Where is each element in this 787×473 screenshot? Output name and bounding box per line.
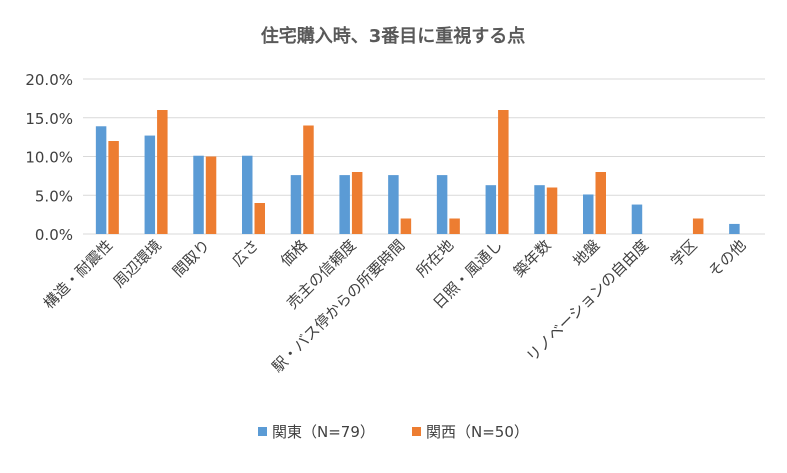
bar-kanto bbox=[631, 204, 643, 234]
bar-kanto bbox=[193, 155, 204, 234]
bar-kansai bbox=[692, 218, 704, 234]
x-tick-label: 周辺環境 bbox=[110, 236, 165, 291]
bar-kansai bbox=[157, 110, 168, 234]
bar-kanto bbox=[339, 175, 350, 234]
bar-kanto bbox=[583, 194, 594, 234]
x-tick-label: その他 bbox=[705, 236, 750, 281]
bar-kanto bbox=[436, 175, 448, 234]
y-tick-label: 20.0% bbox=[25, 71, 73, 89]
bar-kansai bbox=[400, 218, 412, 234]
bar-kanto bbox=[729, 223, 740, 234]
x-tick-label: 所在地 bbox=[413, 236, 458, 281]
y-tick-label: 5.0% bbox=[35, 187, 73, 205]
bar-kansai bbox=[595, 172, 606, 234]
y-axis: 0.0% 5.0% 10.0% 15.0% 20.0% bbox=[25, 71, 73, 244]
bar-kanto bbox=[290, 175, 302, 234]
y-tick-label: 15.0% bbox=[25, 110, 73, 128]
bar-kansai bbox=[351, 172, 363, 234]
bar-kanto bbox=[95, 126, 107, 234]
x-tick-label: 広さ bbox=[228, 236, 262, 270]
bar-kanto bbox=[242, 155, 253, 234]
gridlines bbox=[83, 78, 765, 235]
bar-kanto bbox=[485, 185, 497, 234]
legend: 関東（N=79） 関西（N=50） bbox=[258, 423, 529, 441]
legend-label: 関東（N=79） bbox=[272, 423, 375, 441]
x-tick-label: 構造・耐震性 bbox=[40, 236, 116, 312]
bar-kansai bbox=[546, 187, 558, 234]
bar-kansai bbox=[254, 203, 265, 234]
bar-kanto bbox=[144, 135, 156, 234]
bar-kansai bbox=[498, 110, 509, 234]
y-tick-label: 0.0% bbox=[35, 226, 73, 244]
legend-label: 関西（N=50） bbox=[426, 423, 529, 441]
bar-kanto bbox=[534, 185, 545, 234]
legend-swatch bbox=[412, 427, 421, 436]
chart-title: 住宅購入時、3番目に重視する点 bbox=[261, 25, 526, 47]
bar-kansai bbox=[205, 156, 217, 234]
bar-kansai bbox=[303, 125, 314, 234]
bar-kansai bbox=[108, 141, 119, 234]
y-tick-label: 10.0% bbox=[25, 149, 73, 167]
x-tick-label: 築年数 bbox=[510, 236, 555, 281]
bars bbox=[95, 110, 740, 234]
bar-kanto bbox=[388, 175, 399, 234]
bar-kansai bbox=[449, 218, 460, 234]
legend-swatch bbox=[258, 427, 267, 436]
x-tick-label: 学区 bbox=[667, 236, 701, 270]
x-tick-label: 間取り bbox=[169, 236, 214, 281]
x-tick-label: 地盤 bbox=[569, 236, 603, 270]
x-tick-label: 価格 bbox=[277, 236, 311, 270]
